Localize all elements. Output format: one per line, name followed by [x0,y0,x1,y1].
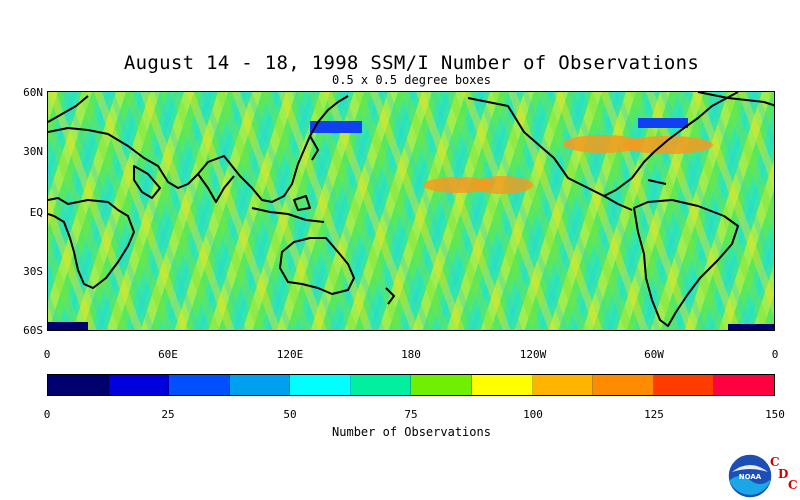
colorbar-tick: 100 [523,408,543,421]
coastline-north-america [467,92,739,197]
lon-label-0: 0 [43,348,51,361]
colorbar-tick: 150 [765,408,785,421]
high-density-region [423,177,493,193]
colorbar-segment-11 [714,375,774,395]
coastlines [48,92,774,327]
colorbar-segment-2 [169,375,230,395]
colorbar-segment-0 [48,375,109,395]
lon-label-60e: 60E [158,348,178,361]
lon-label-120e: 120E [276,348,304,361]
cdc-letter-c1: C [770,455,780,469]
world-map [47,91,775,331]
colorbar-segment-5 [350,375,412,395]
coastline-south-america [633,199,739,327]
colorbar-segment-1 [108,375,170,395]
lon-label-180: 180 [401,348,421,361]
coastline-india [197,173,235,203]
lat-label-30n: 30N [23,145,43,158]
high-density-region [563,135,643,153]
colorbar [47,374,775,396]
coastline-eurasia [48,95,349,203]
low-density-region [310,121,362,133]
colorbar-segment-7 [472,375,533,395]
coastline-borneo [293,195,311,211]
colorbar-label: Number of Observations [332,425,491,439]
cdc-letter-c2: C [788,478,798,492]
svg-text:NOAA: NOAA [739,473,762,481]
noaa-logo: NOAA [727,453,773,499]
chart-subtitle: 0.5 x 0.5 degree boxes [332,73,491,87]
low-density-region [48,322,88,330]
coastline-north-europe [48,95,89,123]
coastline-caribbean [647,179,667,185]
swath-pattern-b [48,92,774,330]
colorbar-segment-4 [290,375,351,395]
coastline-central-america [603,195,633,211]
colorbar-segment-3 [229,375,291,395]
lon-label-120w: 120W [519,348,547,361]
lat-label-30s: 30S [23,265,43,278]
colorbar-segment-10 [653,375,715,395]
low-density-region [638,118,688,128]
colorbar-tick: 0 [43,408,51,421]
coastline-arabia [133,165,161,199]
colorbar-tick: 75 [404,408,418,421]
coastline-africa [48,197,135,289]
coastline-indonesia [251,207,325,223]
coastline-greenland [697,92,774,107]
colorbar-segment-6 [411,375,473,395]
coastline-japan [309,135,319,161]
high-density-region [473,176,533,194]
lat-label-60n: 60N [23,86,43,99]
colorbar-segment-9 [593,375,654,395]
high-density-region [623,136,713,154]
coastline-australia [279,237,355,295]
colorbar-tick: 25 [161,408,175,421]
lat-label-60s: 60S [23,324,43,337]
chart-title: August 14 - 18, 1998 SSM/I Number of Obs… [123,52,700,74]
lon-label-60w: 60W [644,348,664,361]
coastline-new-zealand [385,287,395,305]
low-density-region [728,324,774,330]
colorbar-tick: 125 [644,408,664,421]
lat-label-eq: EQ [29,206,43,219]
colorbar-segment-8 [532,375,594,395]
lon-label-0-end: 0 [771,348,779,361]
colorbar-tick: 50 [283,408,297,421]
cdc-letter-d: D [778,467,789,481]
